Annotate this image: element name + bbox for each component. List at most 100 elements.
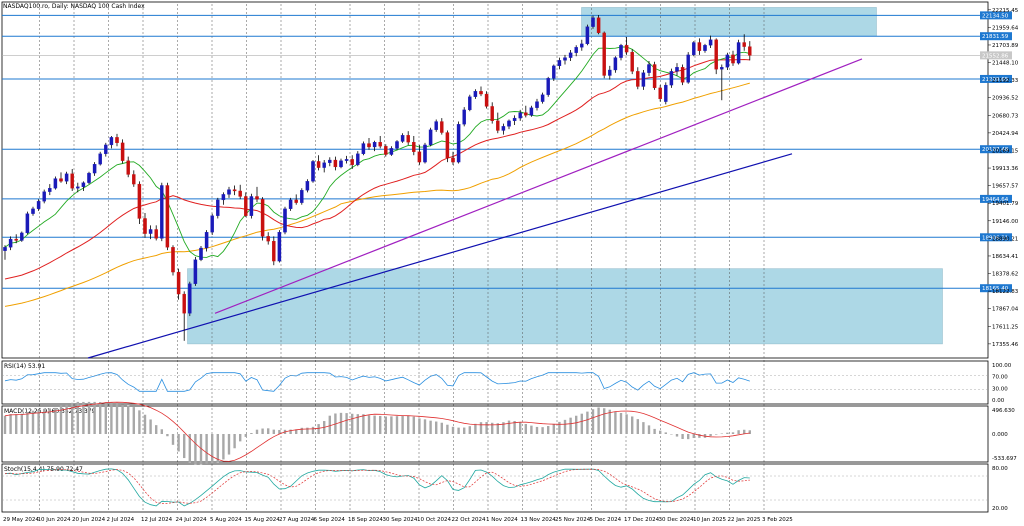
macd-histogram-bar xyxy=(155,425,158,434)
macd-histogram-bar xyxy=(569,417,572,434)
y-tick-label: 20169.15 xyxy=(992,148,1019,154)
bull-candle xyxy=(109,137,114,146)
rsi-tick-label: 30.00 xyxy=(992,386,1008,392)
macd-histogram-bar xyxy=(423,419,427,434)
bull-candle xyxy=(305,181,310,191)
macd-histogram-bar xyxy=(71,402,74,434)
bull-candle xyxy=(8,238,13,248)
macd-histogram-bar xyxy=(177,434,180,452)
bear-candle xyxy=(120,142,125,161)
bear-candle xyxy=(524,112,528,116)
bull-candle xyxy=(669,71,674,86)
x-tick-label: 20 Jun 2024 xyxy=(72,517,106,523)
y-tick-label: 18378.62 xyxy=(992,272,1018,278)
x-tick-label: 2 Jul 2024 xyxy=(107,517,135,523)
macd-histogram-bar xyxy=(647,425,651,434)
macd-histogram-bar xyxy=(709,434,712,437)
bull-candle xyxy=(400,135,405,142)
current-price-label: 21552.86 xyxy=(982,53,1009,59)
y-tick-label: 20680.73 xyxy=(992,113,1019,119)
bear-candle xyxy=(658,87,662,100)
macd-histogram-bar xyxy=(614,411,617,434)
macd-histogram-bar xyxy=(440,422,443,434)
macd-histogram-bar xyxy=(558,421,561,434)
macd-histogram-bar xyxy=(642,422,645,434)
grid-layer xyxy=(1,1,989,512)
macd-histogram-bar xyxy=(463,427,466,434)
x-tick-label: 15 Aug 2024 xyxy=(245,517,281,523)
macd-histogram-bar xyxy=(261,428,264,434)
macd-histogram-bar xyxy=(233,434,236,449)
bull-candle xyxy=(160,185,164,239)
bull-candle xyxy=(613,57,618,71)
ma-mid-line xyxy=(4,58,750,280)
x-tick-label: 13 Nov 2024 xyxy=(521,517,557,523)
stoch-d-line xyxy=(4,468,750,504)
macd-histogram-bar xyxy=(15,414,18,434)
bear-candle xyxy=(255,196,259,200)
macd-histogram-bar xyxy=(317,424,320,434)
macd-histogram-bar xyxy=(715,434,718,435)
y-tick-label: 19657.57 xyxy=(992,184,1019,190)
horizontal-levels-layer: 22134.50 21831.59 21209.65 20187.48 19464.64… xyxy=(2,11,1012,293)
bear-candle xyxy=(171,247,175,273)
macd-histogram-bar xyxy=(65,404,68,434)
x-tick-label: 17 Dec 2024 xyxy=(624,517,660,523)
macd-histogram-bar xyxy=(491,422,494,434)
level-price-label: 18906.31 xyxy=(982,235,1008,241)
level-price-label: 19464.64 xyxy=(982,197,1009,203)
bull-candle xyxy=(720,67,724,70)
x-tick-label: 10 Jan 2025 xyxy=(693,517,726,523)
bear-candle xyxy=(697,42,702,51)
y-tick-label: 18890.21 xyxy=(992,236,1018,242)
level-price-label: 20187.48 xyxy=(982,147,1009,153)
macd-histogram-bar xyxy=(339,412,343,434)
macd-histogram-bar xyxy=(171,434,175,445)
macd-histogram-bar xyxy=(731,432,735,434)
y-tick-label: 22215.45 xyxy=(992,8,1019,14)
macd-histogram-bar xyxy=(748,430,751,434)
bear-candle xyxy=(417,151,422,163)
macd-histogram-bar xyxy=(244,434,247,437)
bear-candle xyxy=(143,218,147,234)
bull-candle xyxy=(92,164,97,174)
macd-histogram-bar xyxy=(9,414,12,434)
main-pane-frame xyxy=(1,1,989,359)
y-tick-label: 21959.64 xyxy=(992,25,1019,31)
bear-candle xyxy=(182,293,186,314)
macd-histogram-bar xyxy=(541,427,544,434)
bull-candle xyxy=(25,213,30,234)
rsi-title: RSI(14) 53.91 xyxy=(4,363,45,370)
bear-candle xyxy=(624,45,629,53)
macd-histogram-bar xyxy=(31,410,35,434)
level-price-tag xyxy=(980,32,1012,41)
macd-histogram-bar xyxy=(737,430,740,434)
bull-candle xyxy=(686,54,690,83)
level-price-label: 18165.40 xyxy=(982,286,1009,292)
level-price-tag xyxy=(980,194,1012,203)
macd-histogram-bar xyxy=(289,429,292,434)
y-tick-label: 17611.25 xyxy=(992,324,1019,330)
bear-candle xyxy=(316,161,321,168)
level-price-tag xyxy=(980,284,1012,293)
bull-candle xyxy=(568,52,573,58)
macd-histogram-bar xyxy=(619,412,623,434)
macd-histogram-bar xyxy=(597,407,600,434)
ma-slow-line xyxy=(4,82,750,307)
macd-histogram-bar xyxy=(586,411,589,434)
macd-histogram-bar xyxy=(625,414,628,434)
bull-candle xyxy=(563,57,567,61)
macd-histogram-bar xyxy=(188,434,191,463)
stoch-tick-label: 20.00 xyxy=(992,506,1008,512)
macd-histogram-bar xyxy=(535,426,539,434)
bull-candle xyxy=(36,201,41,209)
macd-histogram-bar xyxy=(390,416,393,434)
bear-candle xyxy=(165,185,170,248)
y-tick-label: 20936.52 xyxy=(992,96,1018,102)
x-tick-label: 22 Jan 2025 xyxy=(728,517,761,523)
bear-candle xyxy=(742,42,746,47)
macd-histogram-bar xyxy=(367,415,371,434)
x-tick-label: 30 Dec 2024 xyxy=(659,517,695,523)
bull-candle xyxy=(692,42,696,56)
x-tick-label: 10 Oct 2024 xyxy=(417,517,452,523)
